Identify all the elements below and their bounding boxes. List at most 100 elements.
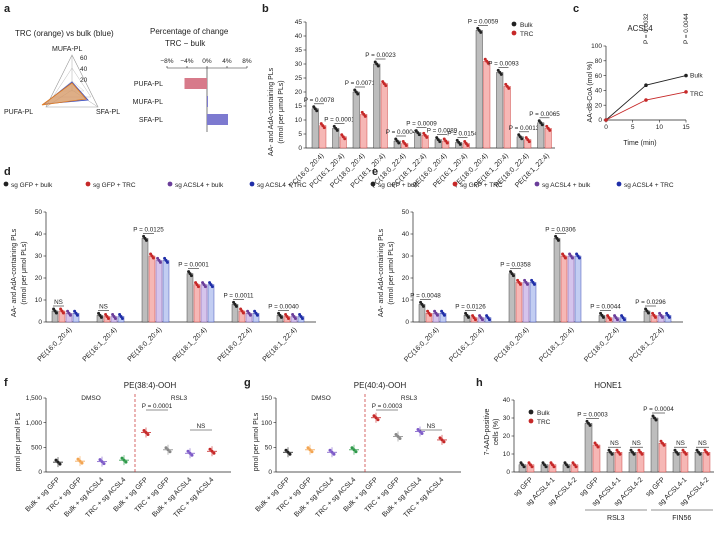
bar-trc <box>592 444 601 473</box>
panel-h-ylabel: 7-AAD-positive cells (%) <box>484 409 500 456</box>
panel-c-ylabel: AA-d8-CoA (mol %) <box>587 61 594 122</box>
y-tick-label: 50 <box>265 445 273 452</box>
y-tick-label: 40 <box>35 231 43 238</box>
data-point <box>106 317 110 320</box>
panel-g-ylabel: pmol per μmol PLs <box>253 412 260 471</box>
data-point <box>466 144 470 148</box>
data-point <box>144 238 148 242</box>
bar <box>193 284 201 323</box>
data-point <box>574 465 578 469</box>
data-point <box>120 456 124 460</box>
significance-label: NS <box>427 423 436 430</box>
bar-trc <box>360 114 368 149</box>
data-point <box>570 256 574 260</box>
y-tick-label: 0 <box>268 469 272 476</box>
group-label: DMSO <box>311 395 331 402</box>
bar-bulk <box>584 423 593 473</box>
x-category-label: PC(18:1_20:4) <box>538 326 575 363</box>
data-point <box>376 64 380 68</box>
data-point <box>527 140 531 144</box>
panel-e-ylabel: AA- and AdA-containing PLs (nmol per μmo… <box>378 228 395 317</box>
panel-h-ylabel-1: 7-AAD-positive <box>484 409 491 456</box>
data-point <box>394 432 398 436</box>
data-point <box>548 128 552 132</box>
data-point <box>124 460 128 464</box>
data-point <box>354 450 358 454</box>
x-category-label: Bulk + sg ACSL4 <box>381 476 423 518</box>
data-point <box>604 118 608 122</box>
panel-a-bar-subtitle: TRC − bulk <box>165 39 206 48</box>
y-tick-label: 10 <box>402 297 410 304</box>
data-point <box>421 304 425 308</box>
significance-label: P = 0.0093 <box>488 60 519 67</box>
data-point <box>54 458 58 462</box>
legend-label: sg ACSL4 + TRC <box>624 182 674 189</box>
significance-label: P = 0.0004 <box>386 129 417 136</box>
data-point <box>330 450 334 454</box>
data-point <box>440 438 444 442</box>
data-point <box>640 452 644 456</box>
significance-label: P = 0.0296 <box>635 299 666 306</box>
data-point <box>165 260 169 264</box>
data-point <box>507 86 511 90</box>
x-tick-label: 8% <box>242 58 252 65</box>
data-point <box>487 318 491 322</box>
legend-label: Bulk <box>520 22 533 29</box>
panel-h-label: h <box>476 377 483 389</box>
data-point <box>397 141 401 145</box>
y-tick-label: 30 <box>402 253 410 260</box>
y-tick-label: 0 <box>38 469 42 476</box>
x-category-label: PE(18:0_20:4) <box>127 326 164 363</box>
data-point <box>525 282 529 286</box>
legend-marker-trc <box>511 30 517 36</box>
data-point <box>78 459 82 463</box>
legend-marker <box>616 181 622 187</box>
data-point <box>522 465 526 469</box>
panel-d-legend: sg GFP + bulk sg GFP + TRC sg ACSL4 + bulk… <box>3 181 307 189</box>
significance-label: P = 0.0126 <box>455 303 486 310</box>
data-point <box>618 452 622 456</box>
data-point <box>662 443 666 447</box>
bar <box>200 284 208 323</box>
panel-b-ylabel-2: (nmol per μmol PLs) <box>278 80 285 143</box>
change-category-label: MUFA-PL <box>133 99 163 106</box>
data-point <box>435 313 439 317</box>
data-point <box>418 430 422 434</box>
significance-label: NS <box>676 440 685 447</box>
significance-label: P = 0.0065 <box>529 111 560 118</box>
y-tick-label: 20 <box>402 275 410 282</box>
data-point <box>417 133 421 137</box>
bar-trc <box>380 83 388 149</box>
group-label: FIN56 <box>672 515 691 522</box>
data-point <box>438 140 442 144</box>
data-point <box>398 436 402 440</box>
data-point <box>577 256 581 260</box>
data-point <box>284 448 288 452</box>
panel-e-label: e <box>372 166 378 178</box>
bar-trc <box>503 86 511 149</box>
data-point <box>601 315 605 319</box>
x-category-label: sg GFP <box>645 476 667 498</box>
change-category-label: SFA-PL <box>139 117 163 124</box>
y-tick-label: 20 <box>35 275 43 282</box>
data-point <box>473 318 477 322</box>
data-point <box>684 452 688 456</box>
y-tick-label: 50 <box>35 209 43 216</box>
data-point <box>99 315 103 319</box>
x-tick-label: 4% <box>222 58 232 65</box>
data-point <box>288 452 292 456</box>
data-point <box>286 450 290 454</box>
legend-marker <box>370 181 376 187</box>
data-point <box>203 285 207 289</box>
significance-label: P = 0.0001 <box>178 262 209 269</box>
data-point <box>518 282 522 286</box>
panel-c-label: c <box>573 3 579 15</box>
y-tick-label: 20 <box>595 102 603 109</box>
change-bar <box>207 96 208 107</box>
legend-label: sg ACSL4 + TRC <box>257 182 307 189</box>
y-tick-label: 50 <box>402 209 410 216</box>
data-point <box>520 137 524 141</box>
data-point <box>210 449 214 453</box>
